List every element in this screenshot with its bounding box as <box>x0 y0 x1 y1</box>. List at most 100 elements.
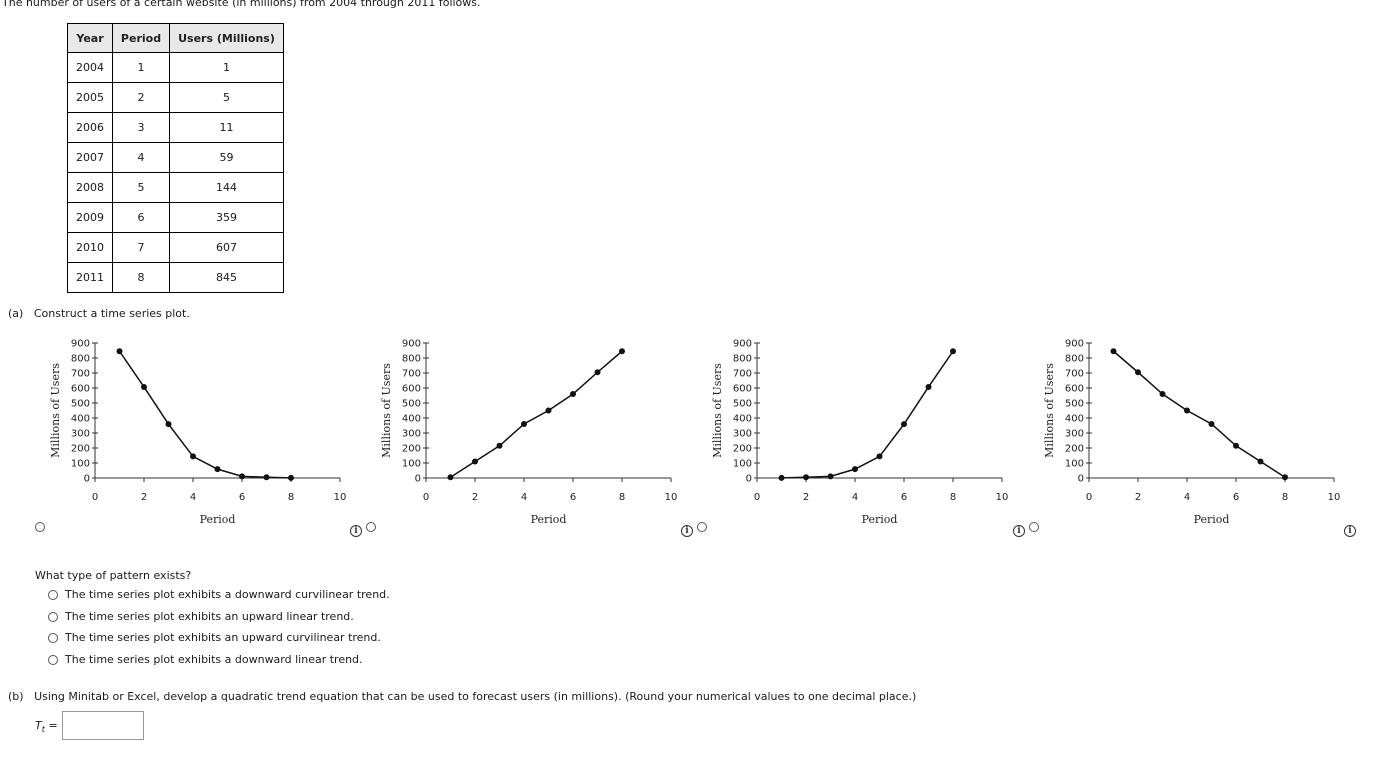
pattern-radio-3[interactable] <box>48 632 58 643</box>
info-icon[interactable]: i <box>350 525 362 537</box>
x-tick-label: 8 <box>288 492 294 503</box>
x-tick-label: 2 <box>1135 492 1141 503</box>
y-tick-label: 0 <box>84 474 90 485</box>
data-point <box>496 442 503 449</box>
x-tick-label: 6 <box>570 492 576 503</box>
table-cell: 11 <box>169 112 284 143</box>
table-row: 2010 7 607 <box>67 232 284 263</box>
y-tick-label: 100 <box>733 459 752 470</box>
pattern-option-label: The time series plot exhibits an upward … <box>65 610 354 623</box>
y-tick-label: 600 <box>71 384 90 395</box>
chart-radio-4[interactable] <box>1029 522 1039 532</box>
series-line <box>118 350 292 479</box>
data-point <box>263 474 270 481</box>
data-point <box>545 407 552 414</box>
equals-sign: = <box>48 719 58 732</box>
x-axis-label: Period <box>862 513 898 526</box>
chart-svg-1: 0 100 200 300 400 500 600 700 800 900 0 2 4 6 8 10 Perio… <box>49 339 346 527</box>
table-row: 2006 3 11 <box>67 112 284 143</box>
y-tick-label: 200 <box>71 444 90 455</box>
data-point <box>239 473 245 480</box>
pattern-radio-4[interactable] <box>48 654 58 665</box>
table-cell: 2004 <box>67 52 113 83</box>
trend-symbol: T <box>35 719 42 732</box>
y-tick-label: 800 <box>402 354 421 365</box>
table-cell: 1 <box>169 52 284 83</box>
y-tick-label: 600 <box>1065 384 1084 395</box>
y-tick-label: 0 <box>1078 474 1084 485</box>
table-cell: 2010 <box>67 232 113 263</box>
x-tick-label: 10 <box>665 492 678 503</box>
chart-radio-3[interactable] <box>697 522 707 532</box>
x-tick-label: 6 <box>901 492 907 503</box>
x-tick-label: 8 <box>950 492 956 503</box>
y-tick-label: 200 <box>733 444 752 455</box>
table-cell: 144 <box>169 172 284 203</box>
table-row: 2011 8 845 <box>67 262 284 293</box>
header-period: Period <box>112 23 170 53</box>
trend-subscript: t <box>41 725 45 735</box>
pattern-radio-1[interactable] <box>48 589 58 600</box>
y-tick-label: 900 <box>71 339 90 350</box>
pattern-option-4[interactable]: The time series plot exhibits a downward… <box>48 653 363 666</box>
data-point <box>778 474 785 481</box>
table-cell: 4 <box>112 142 170 173</box>
y-tick-label: 400 <box>1065 414 1084 425</box>
x-tick-label: 2 <box>472 492 478 503</box>
data-point <box>165 421 172 428</box>
data-point <box>1257 458 1264 465</box>
data-point <box>1184 407 1190 414</box>
y-tick-label: 900 <box>402 339 421 350</box>
pattern-option-label: The time series plot exhibits an upward … <box>65 631 381 644</box>
series-line <box>781 350 954 479</box>
table-cell: 2009 <box>67 202 113 233</box>
pattern-option-3[interactable]: The time series plot exhibits an upward … <box>48 631 381 644</box>
x-tick-label: 10 <box>996 492 1009 503</box>
table-cell: 2008 <box>67 172 113 203</box>
part-a-label: (a) Construct a time series plot. <box>8 307 190 320</box>
chart-option-2: 0 100 200 300 400 500 600 700 800 900 0 2 4 6 8 10 Perio… <box>361 325 677 535</box>
x-tick-label: 0 <box>1086 492 1092 503</box>
x-tick-label: 4 <box>1184 492 1190 503</box>
info-icon[interactable]: i <box>1013 525 1025 537</box>
y-tick-label: 100 <box>1065 459 1084 470</box>
x-tick-label: 8 <box>619 492 625 503</box>
pattern-radio-2[interactable] <box>48 611 58 622</box>
x-tick-label: 6 <box>1233 492 1239 503</box>
data-point <box>190 453 196 460</box>
chart-svg-4: 0 100 200 300 400 500 600 700 800 900 0 2 4 6 8 10 Perio… <box>1043 339 1340 527</box>
y-tick-label: 400 <box>402 414 421 425</box>
y-tick-label: 800 <box>71 354 90 365</box>
table-cell: 8 <box>112 262 170 293</box>
pattern-option-1[interactable]: The time series plot exhibits a downward… <box>48 588 390 601</box>
chart-option-3: 0 100 200 300 400 500 600 700 800 900 0 2 4 6 8 10 Perio… <box>692 325 1008 535</box>
data-point <box>803 474 809 481</box>
data-point <box>1208 421 1215 427</box>
y-axis-label: Millions of Users <box>49 363 62 458</box>
table-cell: 5 <box>112 172 170 203</box>
y-tick-label: 400 <box>733 414 752 425</box>
x-tick-label: 0 <box>754 492 760 503</box>
data-point <box>852 466 858 473</box>
info-icon[interactable]: i <box>681 525 693 537</box>
data-point <box>472 458 478 465</box>
y-tick-label: 300 <box>71 429 90 440</box>
chart-radio-2[interactable] <box>366 522 376 532</box>
info-icon[interactable]: i <box>1344 525 1356 537</box>
pattern-option-2[interactable]: The time series plot exhibits an upward … <box>48 610 354 623</box>
y-tick-label: 500 <box>1065 399 1084 410</box>
part-a-text: Construct a time series plot. <box>33 307 190 320</box>
y-tick-label: 500 <box>402 399 421 410</box>
data-point <box>116 348 123 355</box>
x-axis-label: Period <box>531 513 567 526</box>
x-tick-label: 0 <box>92 492 98 503</box>
x-tick-label: 4 <box>521 492 527 503</box>
x-tick-label: 2 <box>803 492 809 503</box>
chart-radio-1[interactable] <box>35 522 45 532</box>
y-tick-label: 0 <box>746 474 752 485</box>
table-row: 2009 6 359 <box>67 202 284 233</box>
y-tick-label: 500 <box>71 399 90 410</box>
y-tick-label: 900 <box>1065 339 1084 350</box>
data-point <box>925 383 932 390</box>
trend-equation-input[interactable] <box>62 711 144 740</box>
